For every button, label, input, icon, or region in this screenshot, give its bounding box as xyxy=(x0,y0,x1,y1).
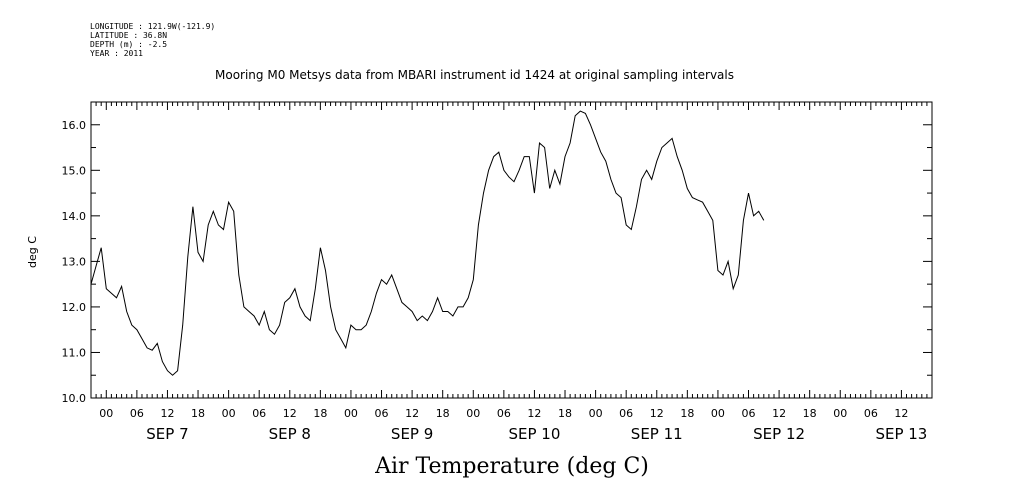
y-tick-label: 16.0 xyxy=(62,119,87,132)
x-day-label: SEP 9 xyxy=(391,425,433,443)
x-tick-label: 12 xyxy=(160,407,174,420)
meta-longitude: LONGITUDE : 121.9W(-121.9) xyxy=(90,22,216,31)
y-tick-label: 11.0 xyxy=(62,346,87,359)
x-tick-label: 06 xyxy=(619,407,633,420)
meta-latitude: LATITUDE : 36.8N xyxy=(90,31,168,40)
x-tick-label: 12 xyxy=(650,407,664,420)
x-tick-label: 06 xyxy=(252,407,266,420)
x-tick-label: 00 xyxy=(99,407,113,420)
x-axis-label: Air Temperature (deg C) xyxy=(375,454,649,479)
y-tick-label: 12.0 xyxy=(62,301,87,314)
x-tick-label: 18 xyxy=(803,407,817,420)
x-tick-label: 18 xyxy=(436,407,450,420)
x-day-label: SEP 10 xyxy=(508,425,560,443)
meta-depth: DEPTH (m) : -2.5 xyxy=(90,40,168,49)
y-tick-label: 14.0 xyxy=(62,210,87,223)
x-tick-label: 06 xyxy=(742,407,756,420)
chart-title: Mooring M0 Metsys data from MBARI instru… xyxy=(215,68,734,82)
y-axis-label: deg C xyxy=(26,236,39,268)
x-tick-label: 06 xyxy=(375,407,389,420)
x-day-label: SEP 12 xyxy=(753,425,805,443)
series-line xyxy=(90,110,765,376)
y-tick-label: 13.0 xyxy=(62,255,87,268)
x-tick-label: 12 xyxy=(772,407,786,420)
x-day-label: SEP 7 xyxy=(146,425,188,443)
y-tick-label: 15.0 xyxy=(62,164,87,177)
metadata-block: LONGITUDE : 121.9W(-121.9) LATITUDE : 36… xyxy=(90,22,215,58)
x-tick-label: 00 xyxy=(833,407,847,420)
x-tick-label: 12 xyxy=(894,407,908,420)
x-tick-label: 18 xyxy=(313,407,327,420)
x-tick-label: 00 xyxy=(711,407,725,420)
x-tick-label: 12 xyxy=(283,407,297,420)
x-tick-label: 06 xyxy=(130,407,144,420)
y-tick-label: 10.0 xyxy=(62,392,87,405)
x-tick-label: 00 xyxy=(344,407,358,420)
x-tick-label: 18 xyxy=(191,407,205,420)
x-day-label: SEP 11 xyxy=(631,425,683,443)
x-tick-label: 18 xyxy=(558,407,572,420)
meta-year: YEAR : 2011 xyxy=(90,49,143,58)
x-tick-label: 06 xyxy=(497,407,511,420)
x-day-label: SEP 8 xyxy=(269,425,311,443)
x-tick-label: 00 xyxy=(466,407,480,420)
x-tick-label: 00 xyxy=(222,407,236,420)
x-tick-label: 06 xyxy=(864,407,878,420)
x-tick-label: 18 xyxy=(680,407,694,420)
x-day-label: SEP 13 xyxy=(875,425,927,443)
x-tick-label: 12 xyxy=(527,407,541,420)
x-tick-label: 00 xyxy=(589,407,603,420)
plot-frame xyxy=(90,101,933,399)
x-tick-label: 12 xyxy=(405,407,419,420)
